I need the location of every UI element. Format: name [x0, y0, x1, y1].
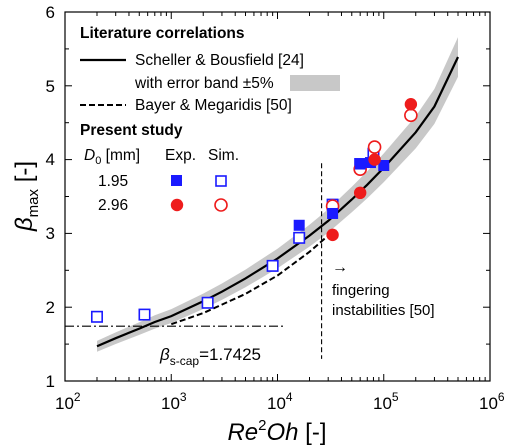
fingering-label-line1: fingering [332, 282, 390, 299]
y-tick-label-6: 6 [46, 3, 55, 22]
marker-circle-open-2 [367, 140, 382, 154]
marker-square-open-4 [293, 231, 306, 244]
data-markers-layer [90, 98, 418, 323]
x-tick-label-1e3: 103 [161, 390, 187, 413]
legend-label-bayer: Bayer & Megaridis [50] [135, 97, 292, 114]
legend-title-literature: Literature correlations [80, 25, 245, 42]
y-tick-label-4: 4 [46, 150, 55, 169]
marker-circle-open-3 [404, 108, 418, 123]
marker-square-open-0 [90, 310, 103, 323]
x-tick-labels: 102 103 104 105 106 [55, 390, 505, 413]
marker-circle-filled-1 [353, 186, 367, 200]
legend-d0-header: D0 [mm] [84, 147, 140, 167]
fingering-arrow: → [332, 259, 348, 276]
marker-circle-filled-3 [404, 98, 418, 111]
x-tick-label-1e2: 102 [55, 390, 81, 413]
legend-label-scheller: Scheller & Bousfield [24] [135, 52, 304, 69]
legend-label-band: with error band ±5% [134, 75, 274, 92]
legend-marker-195-sim [215, 175, 227, 187]
legend-label-195: 1.95 [98, 173, 128, 190]
x-tick-label-1e4: 104 [267, 390, 293, 413]
legend: Literature correlations Scheller & Bousf… [80, 25, 340, 214]
x-axis-title: Re2Oh [-] [227, 417, 326, 446]
scap-label: βs-cap=1.7425 [159, 345, 261, 368]
y-tick-label-2: 2 [46, 298, 55, 317]
x-tick-label-1e5: 105 [373, 390, 399, 413]
bayer-curve [170, 234, 329, 326]
marker-square-filled-4 [378, 160, 390, 172]
marker-square-open-3 [266, 259, 279, 272]
legend-marker-195-exp [171, 175, 182, 186]
legend-label-296: 2.96 [98, 197, 128, 214]
marker-circle-filled-2 [368, 153, 381, 166]
y-tick-label-1: 1 [46, 372, 55, 391]
legend-title-present: Present study [80, 122, 183, 139]
legend-marker-296-exp [170, 198, 184, 212]
legend-swatch-band [290, 75, 340, 91]
marker-square-filled-1 [327, 207, 339, 219]
y-tick-label-3: 3 [46, 224, 55, 243]
marker-square-open-1 [138, 308, 151, 321]
marker-square-open-2 [201, 296, 214, 309]
legend-sim-header: Sim. [208, 147, 239, 164]
y-tick-labels: 1 2 3 4 5 6 [46, 3, 55, 391]
marker-square-filled-2 [354, 158, 366, 170]
marker-square-filled-0 [293, 219, 305, 231]
fingering-label-line2: instabilities [50] [332, 302, 435, 319]
legend-exp-header: Exp. [165, 147, 196, 164]
y-axis-title: βmax [-] [11, 161, 42, 232]
legend-marker-296-sim [214, 198, 228, 212]
axis-ticks-layer [64, 11, 491, 382]
y-tick-label-5: 5 [46, 77, 55, 96]
marker-circle-filled-0 [326, 228, 339, 242]
x-tick-label-1e6: 106 [479, 390, 505, 413]
